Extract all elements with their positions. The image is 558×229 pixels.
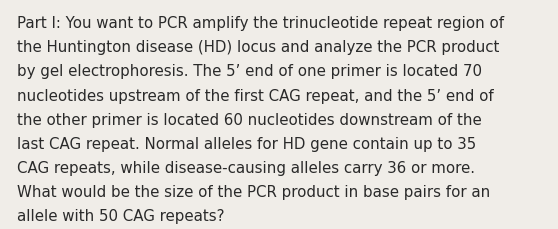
Text: Part I: You want to PCR amplify the trinucleotide repeat region of: Part I: You want to PCR amplify the trin…	[17, 16, 504, 31]
Text: the other primer is located 60 nucleotides downstream of the: the other primer is located 60 nucleotid…	[17, 112, 482, 127]
Text: the Huntington disease (HD) locus and analyze the PCR product: the Huntington disease (HD) locus and an…	[17, 40, 499, 55]
Text: by gel electrophoresis. The 5’ end of one primer is located 70: by gel electrophoresis. The 5’ end of on…	[17, 64, 482, 79]
Text: nucleotides upstream of the first CAG repeat, and the 5’ end of: nucleotides upstream of the first CAG re…	[17, 88, 493, 103]
Text: CAG repeats, while disease-causing alleles carry 36 or more.: CAG repeats, while disease-causing allel…	[17, 160, 475, 175]
Text: What would be the size of the PCR product in base pairs for an: What would be the size of the PCR produc…	[17, 184, 490, 199]
Text: last CAG repeat. Normal alleles for HD gene contain up to 35: last CAG repeat. Normal alleles for HD g…	[17, 136, 476, 151]
Text: allele with 50 CAG repeats?: allele with 50 CAG repeats?	[17, 208, 224, 223]
